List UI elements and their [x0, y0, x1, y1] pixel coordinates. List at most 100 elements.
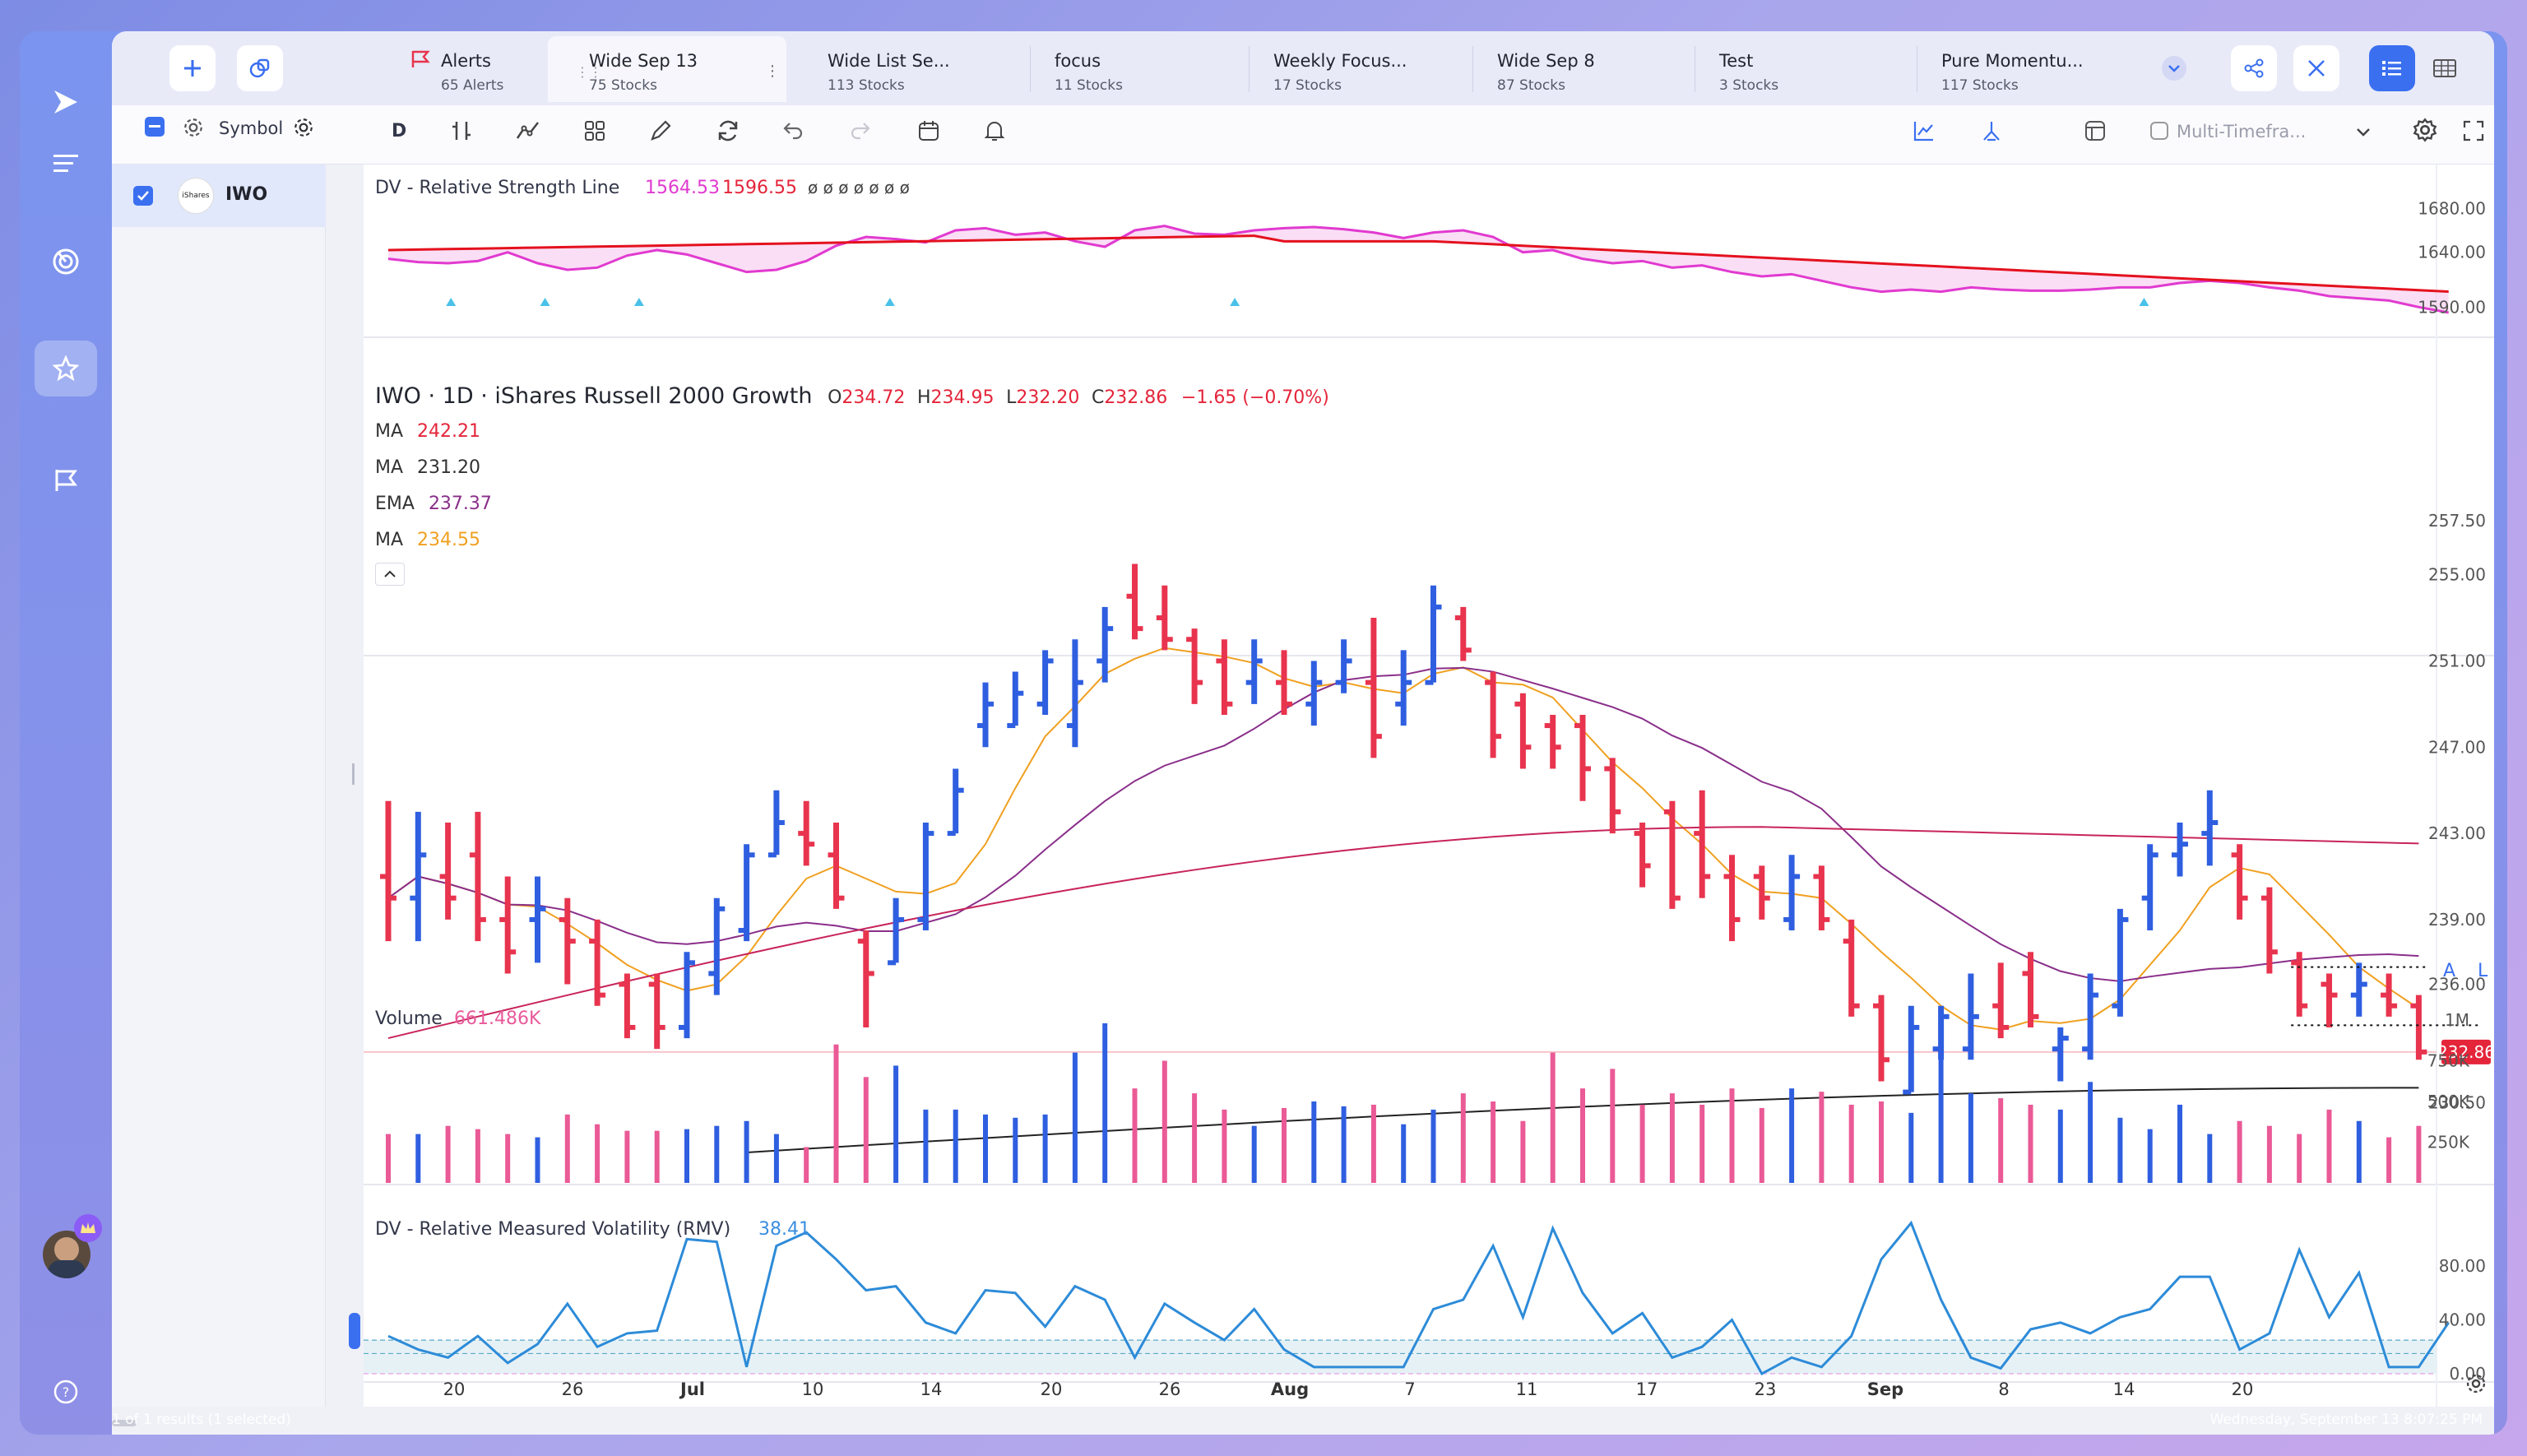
chart-canvas[interactable]: 257.50 255.00 251.00 247.00 243.00 239.00 236.… — [364, 165, 2494, 1407]
symbol-column-header[interactable]: Symbol — [219, 118, 284, 138]
compare-icon[interactable] — [1979, 118, 2004, 146]
rs-scale-tick: 1590.00 — [2418, 297, 2486, 317]
ohlc-bar — [1574, 714, 1591, 801]
volume-bar — [1370, 1104, 1376, 1183]
layout-chevron-down-icon[interactable] — [2356, 125, 2371, 141]
auto-scale-button[interactable]: A — [2443, 961, 2456, 981]
ema-legend: EMA 237.37 — [375, 494, 492, 530]
grid-view-button[interactable] — [2422, 45, 2468, 91]
tab-1[interactable]: Wide Sep 13 75 Stocks — [548, 36, 786, 102]
volume-bar — [2266, 1125, 2272, 1183]
time-axis-tick: 26 — [562, 1379, 584, 1399]
volume-bar — [445, 1125, 451, 1183]
tab-subtitle: 17 Stocks — [1273, 77, 1342, 94]
list-item[interactable]: iShares IWO — [112, 165, 326, 227]
avatar[interactable] — [43, 1231, 90, 1278]
share-button[interactable] — [2231, 45, 2277, 91]
volume-bar — [654, 1130, 660, 1183]
volume-bar — [1759, 1107, 1764, 1183]
volume-bar — [1789, 1088, 1795, 1183]
rs-signal-marker — [633, 298, 644, 306]
tabs-overflow-chevron-icon[interactable] — [2162, 56, 2186, 81]
rmv-line — [387, 1220, 2450, 1376]
collapse-legend-chevron-up-icon[interactable] — [375, 563, 405, 586]
volume-bar — [1311, 1101, 1317, 1183]
help-icon[interactable]: ? — [35, 1364, 97, 1420]
time-axis-tick: 11 — [1516, 1379, 1538, 1399]
rmv-scale-tick: 80.00 — [2439, 1256, 2486, 1276]
symbol-settings-icon[interactable] — [293, 117, 314, 141]
redo-icon[interactable] — [849, 120, 872, 145]
interval-button[interactable]: D — [392, 121, 407, 141]
tab-subtitle: 113 Stocks — [828, 77, 905, 94]
select-all-checkbox[interactable] — [145, 117, 165, 137]
layout-panel-icon[interactable] — [2083, 118, 2107, 146]
volume-bar — [415, 1134, 421, 1183]
tab-7[interactable]: Pure Momentu... 117 Stocks — [1941, 36, 2122, 102]
tab-0[interactable]: Alerts 65 Alerts — [441, 36, 564, 102]
chart-settings-gear-icon[interactable] — [2412, 117, 2438, 146]
logo-icon[interactable] — [35, 74, 97, 130]
tab-title: Weekly Focus... — [1273, 51, 1407, 71]
row-checkbox[interactable] — [133, 186, 153, 206]
draw-pencil-icon[interactable] — [648, 118, 673, 146]
refresh-icon[interactable] — [716, 118, 740, 146]
high-value: 234.95 — [930, 387, 995, 408]
expand-pane-handle[interactable] — [349, 1313, 360, 1349]
undo-icon[interactable] — [781, 120, 804, 145]
volume-title: Volume — [375, 1009, 443, 1029]
tab-subtitle: 11 Stocks — [1055, 77, 1123, 94]
templates-icon[interactable] — [582, 118, 607, 146]
volume-bar — [1192, 1093, 1198, 1183]
alert-flag-icon[interactable] — [35, 452, 97, 508]
volume-bar — [505, 1134, 511, 1183]
volume-bar — [1132, 1088, 1138, 1183]
price-tick: 247.00 — [2428, 737, 2486, 757]
ohlc-bar — [1873, 995, 1889, 1082]
app-window: ? Alerts 65 Alerts Wide Sep 13 75 Stocks ⋮⋮ ⋮… — [20, 31, 2507, 1435]
watchlist-star-icon[interactable] — [35, 341, 97, 396]
tab-3[interactable]: focus 11 Stocks — [1055, 36, 1236, 102]
last-price-label: 232.86 — [2437, 1042, 2494, 1062]
calendar-icon[interactable] — [916, 118, 941, 146]
columns-gear-icon[interactable] — [183, 117, 204, 141]
time-axis-settings-icon[interactable] — [2464, 1372, 2488, 1398]
ohlc-bar — [1425, 585, 1442, 685]
ohlc-bar — [2381, 973, 2398, 1017]
duplicate-button[interactable] — [237, 45, 283, 91]
log-scale-button[interactable]: L — [2478, 961, 2488, 981]
volume-bar — [1938, 1044, 1944, 1183]
volume-bar — [1282, 1107, 1287, 1183]
horizontal-scrollbar[interactable] — [112, 1420, 137, 1426]
radar-icon[interactable] — [35, 234, 97, 290]
tab-title: Wide Sep 13 — [589, 51, 698, 71]
list-view-button[interactable] — [2369, 45, 2415, 91]
add-button[interactable] — [169, 45, 216, 91]
volume-bar — [773, 1134, 779, 1183]
ohlc-bar — [2410, 995, 2427, 1060]
line-chart-icon[interactable] — [1912, 118, 1936, 146]
price-tick: 251.00 — [2428, 651, 2486, 670]
fullscreen-icon[interactable] — [2461, 118, 2486, 146]
ohlc-bar — [2172, 823, 2188, 877]
indicators-icon[interactable] — [515, 118, 541, 146]
volume-scale-tick: 250K — [2427, 1133, 2470, 1152]
tab-more-icon[interactable]: ⋮ — [765, 63, 780, 80]
tab-5[interactable]: Wide Sep 8 87 Stocks — [1497, 36, 1678, 102]
ohlc-bar — [1156, 585, 1173, 651]
menu-icon[interactable] — [35, 135, 97, 191]
time-axis-tick: 14 — [2113, 1379, 2135, 1399]
tab-2[interactable]: Wide List Se... 113 Stocks — [828, 36, 1008, 102]
x-share-button[interactable] — [2293, 45, 2339, 91]
panel-resize-handle[interactable] — [352, 763, 355, 785]
tab-4[interactable]: Weekly Focus... 17 Stocks — [1273, 36, 1454, 102]
watchlist-tabbar: Alerts 65 Alerts Wide Sep 13 75 Stocks ⋮⋮ ⋮ Wi… — [112, 31, 2494, 105]
drag-handle-icon[interactable]: ⋮⋮ — [576, 64, 602, 80]
volume-bar — [1580, 1088, 1585, 1183]
ma-legend-1: MA 242.21 — [375, 421, 492, 457]
tab-6[interactable]: Test 3 Stocks — [1719, 36, 1900, 102]
bar-style-icon[interactable] — [449, 118, 474, 146]
alarm-bell-icon[interactable] — [982, 118, 1007, 146]
multi-timeframe-icon[interactable] — [2147, 118, 2172, 146]
layout-dropdown[interactable]: Multi-Timefra... — [2177, 122, 2307, 141]
